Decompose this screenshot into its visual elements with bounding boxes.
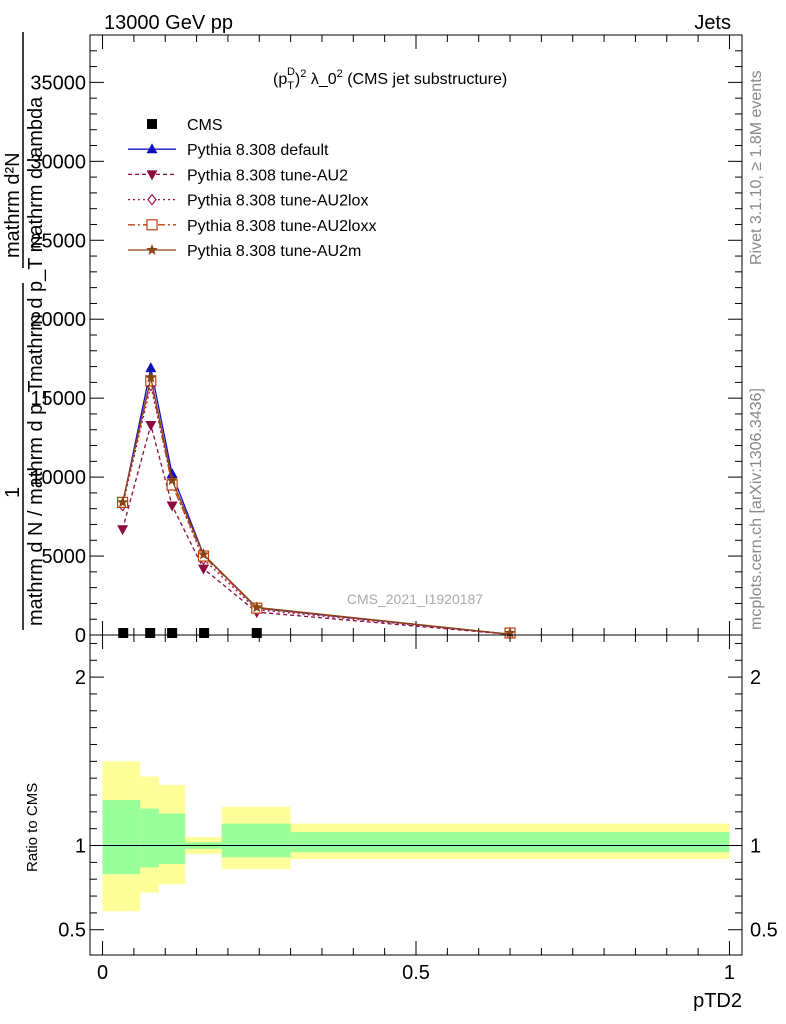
data-point (146, 143, 158, 154)
data-point (197, 564, 209, 575)
ratio-ytick-labels: 0.5 0.5 1 1 2 2 (58, 667, 778, 942)
rivet-label: Rivet 3.1.10, ≥ 1.8M events (748, 70, 765, 265)
data-point (147, 119, 157, 129)
title-sup-2: 2 (300, 68, 306, 80)
data-point (116, 496, 129, 508)
main-ytick-label: 30000 (30, 151, 86, 173)
ratio-bands (102, 761, 730, 912)
ratio-band-inner (102, 800, 141, 875)
series-line (121, 380, 511, 635)
ylabel-line-4: mathrm d N / mathrm d p_T (25, 380, 47, 626)
data-point (145, 362, 157, 373)
xtick-labels: 0 0.5 1 (97, 962, 735, 984)
ratio-panel: 0.5 0.51 12 2 0 0.5 1 Ratio to CMS pTD2 (24, 634, 778, 1012)
main-ytick-label: 25000 (30, 230, 86, 252)
series-0 (118, 628, 262, 638)
legend-label: Pythia 8.308 tune-AU2lox (187, 193, 368, 210)
title-sup-d: D (287, 66, 295, 78)
data-point (166, 501, 178, 512)
legend: CMS Pythia 8.308 default Pythia 8.308 tune… (128, 117, 376, 260)
xtick-label: 0 (97, 962, 108, 984)
category-label: Jets (694, 12, 731, 34)
title-close: ) (295, 71, 300, 88)
legend-label: Pythia 8.308 tune-AU2loxx (187, 218, 376, 235)
xtick-label: 0.5 (402, 962, 430, 984)
legend-label: Pythia 8.308 default (187, 142, 329, 159)
data-point (166, 474, 178, 486)
xaxis-label: pTD2 (693, 990, 742, 1012)
data-point (145, 371, 157, 383)
legend-label: CMS (187, 117, 223, 134)
data-point (166, 467, 178, 478)
main-ytick-label: 5000 (42, 546, 87, 568)
ratio-band-inner (290, 832, 730, 853)
xtick-label: 1 (724, 962, 735, 984)
data-point (199, 628, 210, 638)
main-ytick-label: 20000 (30, 309, 86, 331)
series-5 (116, 371, 516, 638)
data-point (146, 170, 158, 181)
ylabel-line-2: mathrm d p_T mathrm d lambda (25, 96, 47, 382)
legend-label: Pythia 8.308 tune-AU2 (187, 167, 348, 184)
data-point (251, 601, 263, 613)
data-point (167, 628, 178, 638)
data-point (147, 193, 157, 206)
main-ytick-label: 10000 (30, 467, 86, 489)
data-point (146, 219, 158, 231)
data-point (145, 421, 157, 431)
ylabel-line-3: 1 (2, 487, 24, 498)
series-line (121, 377, 511, 635)
chart-title: (pTD)2 λ_02 (CMS jet substructure) (273, 66, 507, 92)
ratio-ylabel: Ratio to CMS (24, 783, 41, 872)
ratio-ytick-label: 0.5 (58, 920, 86, 942)
title-sub-t: T (287, 80, 294, 92)
main-ylabel: mathrm d²N mathrm d p_T mathrm d lambda … (2, 32, 47, 630)
ratio-ytick-label-right: 0.5 (750, 920, 778, 942)
ratio-ytick-label: 2 (75, 667, 86, 689)
legend-label: Pythia 8.308 tune-AU2m (187, 243, 361, 260)
series-line (121, 385, 511, 635)
data-point (117, 525, 129, 536)
ratio-ytick-label-right: 1 (750, 836, 761, 858)
title-open: (p (273, 71, 287, 88)
main-ytick-label: 35000 (30, 72, 86, 94)
main-panel: 0 5000 10000 15000 20000 25000 30000 35000 CMS_… (2, 32, 743, 647)
ratio-ytick-label-right: 2 (750, 667, 761, 689)
energy-label: 13000 GeV pp (104, 12, 233, 34)
title-tail: (CMS jet substructure) (343, 71, 507, 88)
ratio-ticks (90, 635, 742, 955)
ratio-band-inner (158, 813, 186, 865)
main-ytick-label: 0 (75, 625, 86, 647)
ratio-frame (89, 634, 743, 956)
ylabel-line-1: mathrm d²N (2, 152, 24, 258)
data-point (146, 244, 158, 255)
data-point (118, 628, 129, 638)
title-sup-2b: 2 (337, 68, 343, 80)
ratio-band-inner (140, 808, 159, 868)
data-point (504, 627, 516, 638)
main-watermark: CMS_2021_I1920187 (347, 591, 483, 607)
data-point (145, 628, 156, 638)
title-rest: λ_0 (306, 71, 336, 88)
main-series (116, 362, 516, 639)
data-point (251, 628, 262, 638)
mcplots-label: mcplots.cern.ch [arXiv:1306.3436] (748, 388, 765, 630)
ratio-ytick-label: 1 (75, 836, 86, 858)
ratio-band-inner (221, 823, 291, 858)
main-ytick-labels: 0 5000 10000 15000 20000 25000 30000 35000 (30, 72, 86, 647)
series-line (121, 422, 511, 636)
main-ytick-label: 15000 (30, 388, 86, 410)
data-point (197, 548, 210, 560)
